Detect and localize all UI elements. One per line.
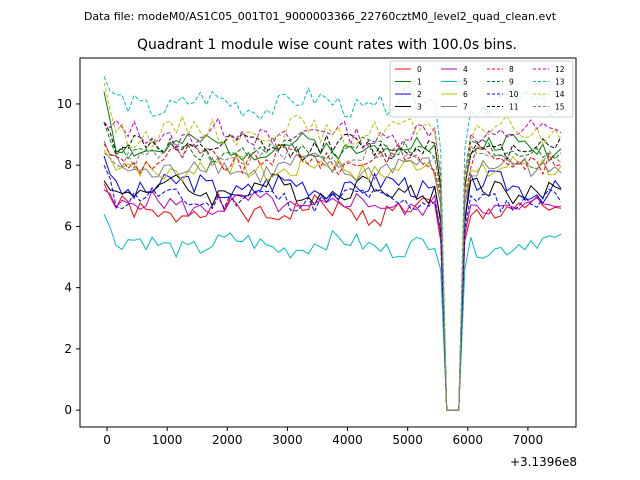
x-tick-label: 5000 [392, 433, 423, 447]
series-line-14 [103, 82, 562, 411]
x-tick-label: 4000 [332, 433, 363, 447]
y-tick-label: 6 [64, 219, 72, 233]
legend-label-8: 8 [509, 65, 514, 74]
data-file-caption: Data file: modeM0/AS1C05_001T01_90000033… [84, 10, 557, 23]
x-tick-label: 6000 [453, 433, 484, 447]
y-tick-label: 2 [64, 342, 72, 356]
legend-label-9: 9 [509, 78, 514, 87]
legend-label-7: 7 [463, 103, 468, 112]
series-line-0 [103, 183, 562, 411]
series-line-9 [103, 122, 562, 411]
series-line-10 [103, 164, 562, 411]
x-axis: 0 1000 2000 3000 4000 5000 6000 7000 [103, 427, 543, 447]
legend-box [389, 60, 574, 118]
series-line-15 [103, 142, 562, 411]
plot-frame [79, 57, 577, 428]
legend-label-11: 11 [509, 103, 519, 112]
x-tick-label: 0 [103, 433, 111, 447]
series-line-13 [103, 76, 562, 411]
legend-label-6: 6 [463, 90, 468, 99]
y-tick-label: 8 [64, 158, 72, 172]
y-tick-label: 0 [64, 403, 72, 417]
series-line-7 [103, 140, 562, 411]
x-offset-label: +3.1396e8 [510, 455, 577, 469]
chart-title: Quadrant 1 module wise count rates with … [137, 37, 517, 53]
y-tick-label: 4 [64, 281, 72, 295]
series-layer [103, 76, 562, 411]
legend-label-0: 0 [417, 65, 422, 74]
series-line-6 [103, 149, 562, 411]
x-tick-label: 7000 [513, 433, 544, 447]
y-axis: 0 2 4 6 8 10 [57, 97, 80, 417]
legend-label-4: 4 [463, 65, 468, 74]
legend-label-10: 10 [509, 90, 519, 99]
series-line-8 [103, 142, 562, 411]
legend-label-1: 1 [417, 78, 422, 87]
legend-label-5: 5 [463, 78, 468, 87]
x-tick-label: 1000 [152, 433, 183, 447]
legend-label-13: 13 [555, 78, 565, 87]
legend-label-3: 3 [417, 103, 422, 112]
y-tick-label: 10 [57, 97, 72, 111]
series-line-1 [103, 91, 562, 411]
x-tick-label: 2000 [212, 433, 243, 447]
x-tick-label: 3000 [272, 433, 303, 447]
series-line-5 [103, 213, 562, 411]
legend-label-2: 2 [417, 90, 422, 99]
series-line-4 [103, 189, 562, 411]
legend-label-12: 12 [555, 65, 565, 74]
legend-label-15: 15 [555, 103, 565, 112]
legend-label-14: 14 [555, 90, 565, 99]
